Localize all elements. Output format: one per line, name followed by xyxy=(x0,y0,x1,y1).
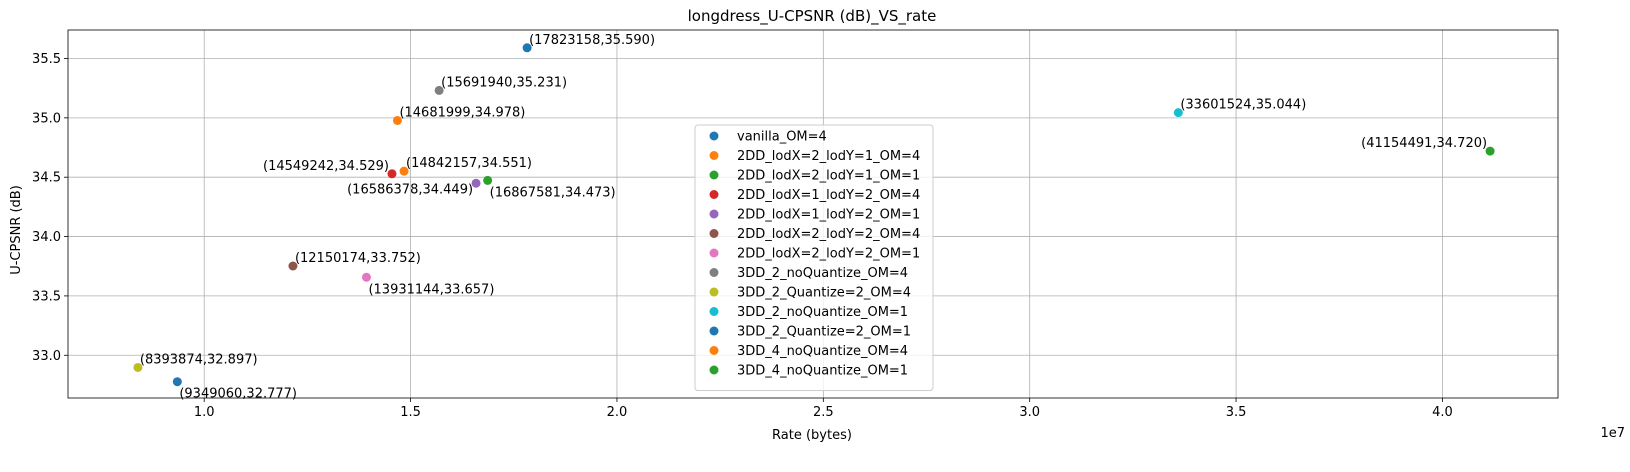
data-point xyxy=(387,169,397,179)
legend-marker xyxy=(709,229,719,238)
data-label: (17823158,35.590) xyxy=(529,33,655,48)
data-point xyxy=(1485,146,1495,156)
data-label: (14681999,34.978) xyxy=(399,105,525,120)
legend-entry: 2DD_lodX=2_lodY=1_OM=4 xyxy=(737,149,920,164)
y-tick-label: 33.0 xyxy=(32,349,61,364)
legend-entry: 2DD_lodX=1_lodY=2_OM=1 xyxy=(737,208,920,223)
legend-marker xyxy=(709,365,719,375)
chart-title: longdress_U-CPSNR (dB)_VS_rate xyxy=(688,7,937,26)
data-point xyxy=(434,85,444,95)
legend-marker xyxy=(709,268,719,277)
x-tick-label: 3.5 xyxy=(1226,405,1247,420)
legend-marker xyxy=(709,170,719,180)
x-axis-offset-text: 1e7 xyxy=(1600,426,1625,441)
legend-marker xyxy=(709,326,719,336)
legend-entry: 2DD_lodX=2_lodY=2_OM=1 xyxy=(737,247,920,262)
legend-marker xyxy=(709,346,719,355)
legend-marker xyxy=(709,131,719,141)
data-label: (16867581,34.473) xyxy=(490,185,616,200)
x-tick-label: 3.0 xyxy=(1019,405,1040,420)
y-tick-label: 34.5 xyxy=(32,171,61,186)
y-tick-label: 34.0 xyxy=(32,230,61,245)
legend-entry: 3DD_2_noQuantize_OM=1 xyxy=(737,305,908,320)
data-label: (33601524,35.044) xyxy=(1180,98,1306,113)
data-point xyxy=(133,362,143,372)
data-point xyxy=(1173,108,1183,118)
data-point xyxy=(471,178,481,188)
legend-marker xyxy=(709,190,719,199)
data-label: (8393874,32.897) xyxy=(140,352,258,367)
data-label: (14842157,34.551) xyxy=(406,156,532,171)
axes: 1.0 1.5 2.0 2.5 3.0 3.5 4.0 33.0 33.5 34.0 34.5 35.… xyxy=(32,29,1559,420)
legend-entry: 3DD_2_noQuantize_OM=4 xyxy=(737,266,908,281)
x-axis-label: Rate (bytes) xyxy=(772,428,852,443)
legend-marker xyxy=(709,248,719,258)
data-label: (12150174,33.752) xyxy=(295,251,421,266)
legend-marker xyxy=(709,209,719,219)
data-point xyxy=(522,43,532,53)
x-tick-label: 1.5 xyxy=(400,405,421,420)
data-point xyxy=(172,377,182,387)
legend-entry: vanilla_OM=4 xyxy=(737,130,827,145)
legend-entry: 2DD_lodX=2_lodY=1_OM=1 xyxy=(737,169,920,184)
plot-frame xyxy=(67,29,1559,399)
legend-entry: 3DD_4_noQuantize_OM=1 xyxy=(737,364,908,379)
legend-marker xyxy=(709,151,719,160)
data-label: (9349060,32.777) xyxy=(179,387,297,402)
data-point xyxy=(399,166,409,176)
x-tick-label: 4.0 xyxy=(1432,405,1453,420)
data-labels: (17823158,35.590) (14842157,34.551) (16867… xyxy=(140,33,1487,402)
legend: vanilla_OM=4 2DD_lodX=2_lodY=1_OM=4 2DD_lo… xyxy=(694,124,934,391)
y-axis-label: U-CPSNR (dB) xyxy=(9,185,24,275)
legend-entry: 3DD_2_Quantize=2_OM=1 xyxy=(737,325,911,340)
legend-entry: 3DD_2_Quantize=2_OM=4 xyxy=(737,286,911,301)
legend-entry: 3DD_4_noQuantize_OM=4 xyxy=(737,344,908,359)
data-point xyxy=(288,261,298,271)
y-tick-label: 35.5 xyxy=(32,52,61,67)
data-label: (16586378,34.449) xyxy=(347,182,473,197)
data-label: (14549242,34.529) xyxy=(263,159,389,174)
data-points xyxy=(133,43,1495,387)
legend-box xyxy=(694,124,934,391)
y-tick-label: 35.0 xyxy=(32,111,61,126)
data-label: (13931144,33.657) xyxy=(368,282,494,297)
x-tick-label: 2.5 xyxy=(813,405,834,420)
data-label: (41154491,34.720) xyxy=(1361,136,1487,151)
x-tick-label: 2.0 xyxy=(607,405,628,420)
data-point xyxy=(361,272,371,282)
x-tick-label: 1.0 xyxy=(194,405,215,420)
legend-entry: 2DD_lodX=1_lodY=2_OM=4 xyxy=(737,188,920,203)
data-point xyxy=(483,175,493,185)
y-tick-label: 33.5 xyxy=(32,289,61,304)
data-point xyxy=(392,115,402,125)
legend-entry: 2DD_lodX=2_lodY=2_OM=4 xyxy=(737,227,920,242)
legend-marker xyxy=(709,307,719,316)
legend-marker xyxy=(709,287,719,297)
data-label: (15691940,35.231) xyxy=(441,75,567,90)
